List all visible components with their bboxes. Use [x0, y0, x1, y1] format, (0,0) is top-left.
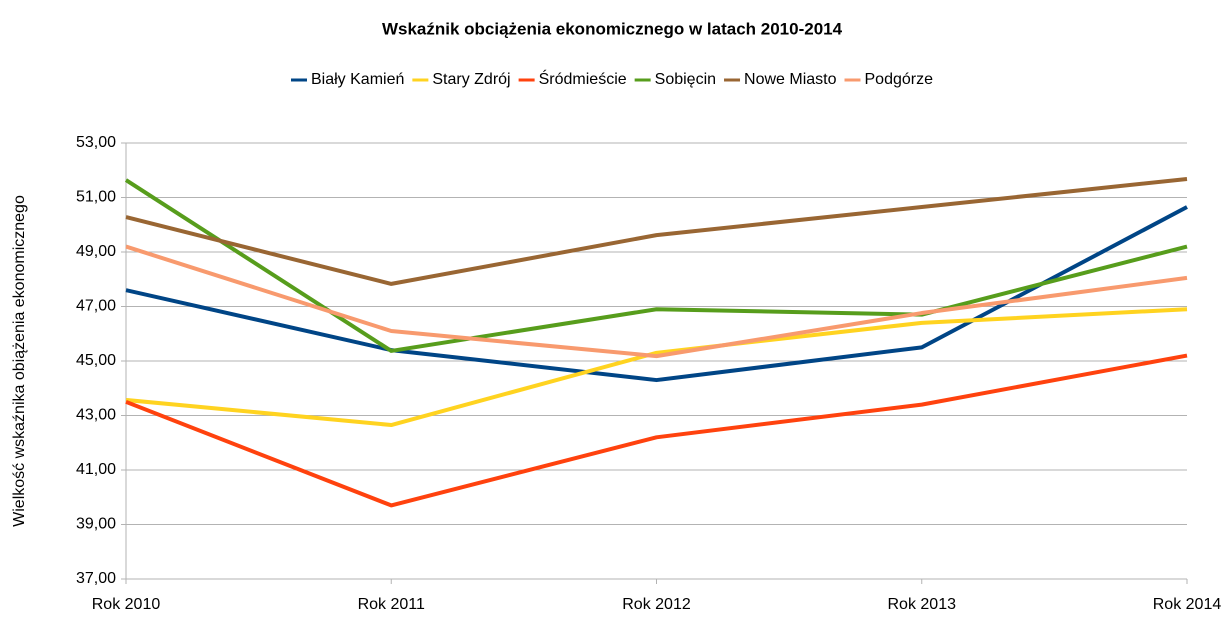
x-tick-label: Rok 2014 [1153, 596, 1222, 613]
x-tick-label: Rok 2012 [622, 596, 691, 613]
x-tick-label: Rok 2013 [888, 596, 957, 613]
legend-label: Sobięcin [655, 71, 716, 88]
y-tick-label: 47,00 [76, 298, 116, 315]
y-tick-label: 53,00 [76, 134, 116, 151]
series-line [125, 353, 1188, 508]
legend-label: Stary Zdrój [432, 71, 510, 88]
legend-label: Podgórze [865, 71, 934, 88]
y-tick-label: 39,00 [76, 516, 116, 533]
series-line [125, 176, 1188, 286]
series-line [125, 307, 1188, 428]
legend-label: Nowe Miasto [744, 71, 837, 88]
series-line [124, 178, 1188, 353]
series-line [125, 244, 1188, 359]
legend-label: Biały Kamień [311, 71, 404, 88]
legend: Biały Kamień Stary Zdrój Śródmieście Sobięc… [290, 69, 934, 88]
y-tick-label: 43,00 [76, 407, 116, 424]
chart-title: Wskaźnik obciążenia ekonomicznego w lata… [382, 19, 843, 38]
y-tick-label: 51,00 [76, 189, 116, 206]
y-tick-label: 45,00 [76, 352, 116, 369]
y-tick-label: 41,00 [76, 461, 116, 478]
y-tick-label: 49,00 [76, 243, 116, 260]
y-axis-label: Wielkość wskaźnika obiążenia ekonomiczne… [11, 195, 28, 527]
x-tick-label: Rok 2010 [92, 596, 161, 613]
legend-label: Śródmieście [539, 69, 627, 88]
x-tick-label: Rok 2011 [358, 596, 425, 613]
y-tick-label: 37,00 [76, 570, 116, 587]
